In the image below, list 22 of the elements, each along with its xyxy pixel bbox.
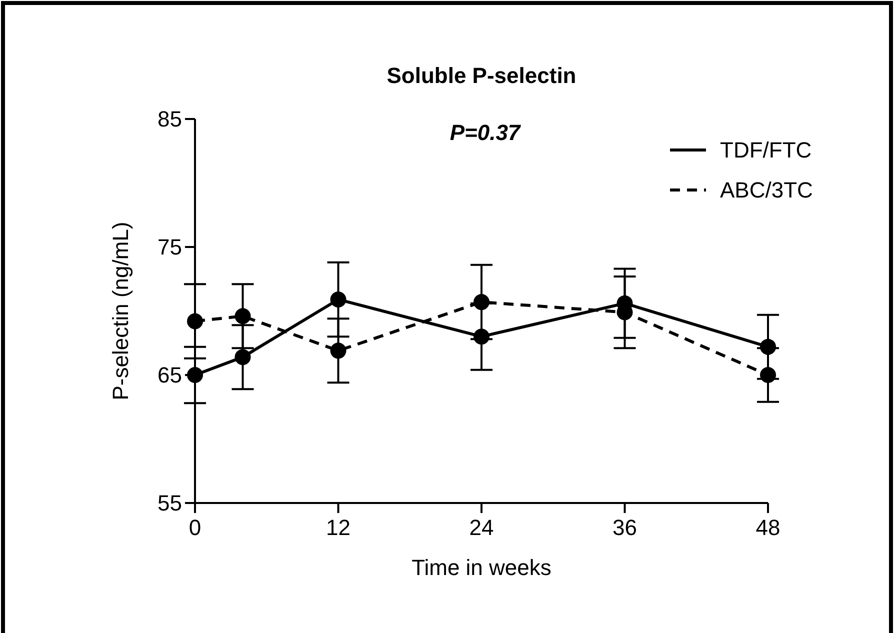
point [760,367,776,383]
y-tick-label: 75 [158,234,182,260]
point [474,294,490,310]
x-tick-label: 12 [326,515,350,540]
x-tick-label: 48 [756,515,780,540]
x-axis-title: Time in weeks [412,555,552,580]
legend-label: TDF/FTC [720,138,812,163]
x-tick-label: 24 [469,515,494,540]
legend-label: ABC/3TC [720,178,814,203]
point [234,349,251,366]
point [330,342,346,359]
point [187,313,203,330]
x-tick-label: 0 [188,515,202,540]
point [330,291,346,308]
annotation: P=0.37 [450,120,522,145]
y-tick-label: 85 [158,106,182,132]
y-tick-label: 55 [158,490,182,516]
y-axis-title: P-selectin (ng/mL) [108,222,133,400]
y-tick-label: 65 [158,362,182,388]
point [234,308,251,324]
chart-title: Soluble P-selectin [386,63,576,88]
x-tick-label: 36 [612,515,637,540]
